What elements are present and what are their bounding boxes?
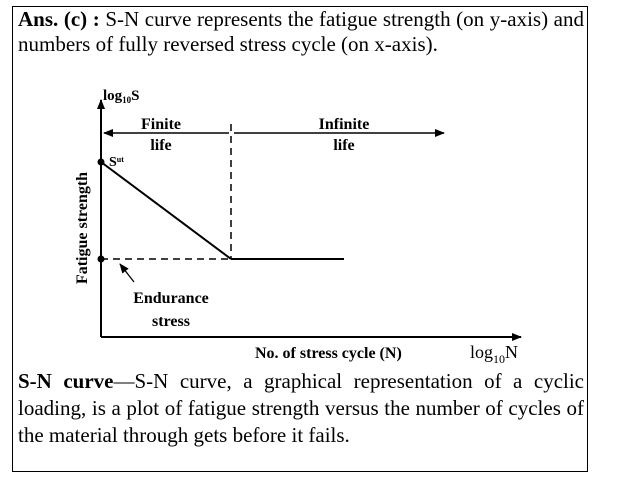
finite-life-label-1: Finite <box>141 116 181 133</box>
answer-label: Ans. (c) : <box>18 7 100 31</box>
y-axis-top-label: log10S <box>103 88 140 105</box>
infinite-life-label-2: life <box>333 137 354 154</box>
finite-life-label-2: life <box>150 137 171 154</box>
sloped-curve-segment <box>100 161 232 260</box>
sut-point <box>97 158 105 166</box>
answer-paragraph: Ans. (c) : S-N curve represents the fati… <box>18 7 584 57</box>
content-frame <box>12 6 588 472</box>
definition-term: S-N curve <box>18 369 114 393</box>
answer-text: S-N curve represents the fatigue strengt… <box>18 7 584 56</box>
x-axis-label: No. of stress cycle (N) <box>255 345 402 362</box>
endurance-label-1: Endurance <box>133 290 209 307</box>
infinite-life-label-1: Infinite <box>319 116 370 133</box>
x-axis-log-label: log10N <box>470 342 518 366</box>
y-axis-label: Fatigue strength <box>74 172 91 284</box>
endurance-pointer <box>119 263 135 283</box>
definition-text: —S-N curve, a graphical representation o… <box>18 369 585 447</box>
endurance-label-2: stress <box>152 313 190 330</box>
definition-paragraph: S-N curve—S-N curve, a graphical represe… <box>18 368 584 449</box>
sut-label: Sut <box>109 155 124 170</box>
endurance-point <box>97 255 105 263</box>
